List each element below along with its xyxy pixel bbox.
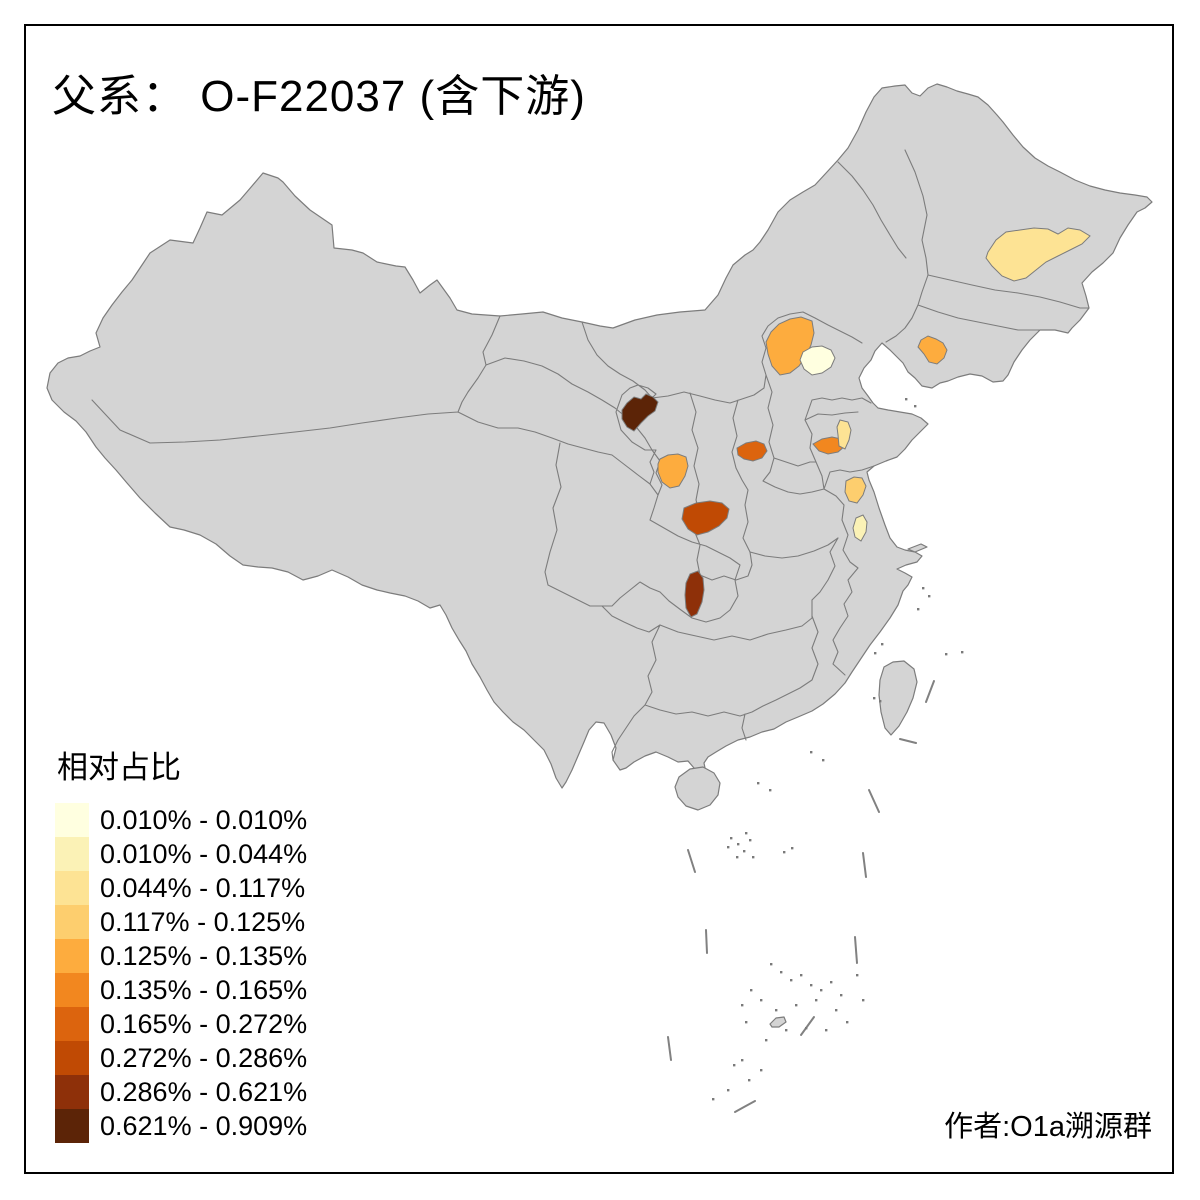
legend-label-4: 0.125% - 0.135% [100, 940, 308, 971]
south-sea-islet [769, 1016, 787, 1028]
south-china-sea-dashes [667, 680, 935, 1113]
taiwan-island [878, 660, 918, 736]
legend-swatch-7 [55, 1041, 89, 1075]
legend-swatch-3 [55, 905, 89, 939]
legend-row-7: 0.272% - 0.286% [55, 1041, 307, 1075]
region-ningxia-north [621, 393, 659, 432]
mainland-outline [46, 83, 1153, 791]
legend: 相对占比 0.010% - 0.010% 0.010% - 0.044% 0.044… [55, 742, 307, 1143]
legend-label-1: 0.010% - 0.044% [100, 838, 308, 869]
legend-label-9: 0.621% - 0.909% [100, 1110, 308, 1141]
region-shaanxi-south [684, 570, 705, 618]
legend-swatch-5 [55, 973, 89, 1007]
hainan-island [674, 766, 721, 811]
legend-swatch-1 [55, 837, 89, 871]
legend-row-9: 0.621% - 0.909% [55, 1109, 307, 1143]
region-heilongjiang-central [985, 227, 1091, 282]
legend-swatch-9 [55, 1109, 89, 1143]
legend-row-5: 0.135% - 0.165% [55, 973, 307, 1007]
legend-row-8: 0.286% - 0.621% [55, 1075, 307, 1109]
region-beijing [799, 345, 836, 376]
legend-label-5: 0.135% - 0.165% [100, 974, 308, 1005]
region-gansu-east [657, 453, 689, 489]
region-shanxi-south [736, 440, 768, 462]
legend-rows: 0.010% - 0.010% 0.010% - 0.044% 0.044% - 0… [55, 803, 307, 1143]
legend-label-6: 0.165% - 0.272% [100, 1008, 308, 1039]
legend-swatch-8 [55, 1075, 89, 1109]
legend-row-2: 0.044% - 0.117% [55, 871, 307, 905]
legend-row-4: 0.125% - 0.135% [55, 939, 307, 973]
legend-swatch-6 [55, 1007, 89, 1041]
legend-row-0: 0.010% - 0.010% [55, 803, 307, 837]
legend-swatch-4 [55, 939, 89, 973]
legend-swatch-2 [55, 871, 89, 905]
region-liaoning-west [917, 335, 948, 365]
legend-label-3: 0.117% - 0.125% [100, 906, 306, 937]
legend-row-3: 0.117% - 0.125% [55, 905, 307, 939]
legend-title: 相对占比 [57, 750, 181, 785]
region-jiangsu-north [844, 476, 867, 504]
legend-label-0: 0.010% - 0.010% [100, 804, 308, 835]
legend-label-2: 0.044% - 0.117% [100, 872, 306, 903]
chongming-island [907, 543, 928, 553]
author-credit: 作者:O1a溯源群 [944, 1111, 1152, 1143]
legend-row-1: 0.010% - 0.044% [55, 837, 307, 871]
highlighted-regions [621, 227, 1091, 618]
region-shaanxi-central [681, 500, 730, 536]
legend-row-6: 0.165% - 0.272% [55, 1007, 307, 1041]
legend-label-7: 0.272% - 0.286% [100, 1042, 308, 1073]
map-title: 父系： O-F22037 (含下游) [52, 72, 586, 121]
legend-swatch-0 [55, 803, 89, 837]
region-jiangsu-central [852, 514, 868, 542]
region-shandong-central [836, 419, 852, 450]
legend-label-8: 0.286% - 0.621% [100, 1076, 308, 1107]
